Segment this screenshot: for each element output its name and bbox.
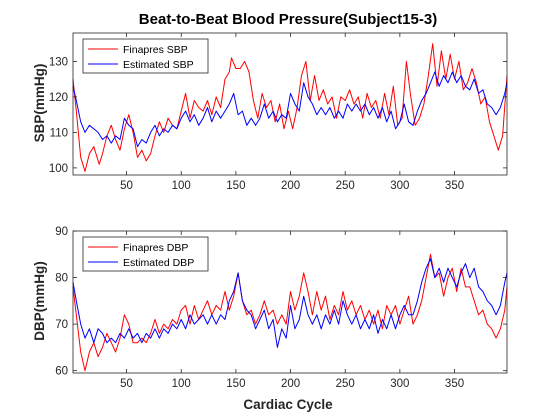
dbp-y-tick-label: 70	[55, 319, 68, 331]
figure-title: Beat-to-Beat Blood Pressure(Subject15-3)	[139, 11, 437, 28]
dbp-x-tick-label: 200	[281, 378, 300, 390]
sbp-legend-box	[82, 38, 209, 74]
sbp-legend: Finapres SBP Estimated SBP	[82, 38, 209, 74]
dbp-panel: 50 100 150 200 250 300 350 60 70 80 90 Finapres DBP…	[55, 226, 508, 390]
sbp-legend-label: Estimated SBP	[123, 59, 194, 71]
sbp-y-tick-label: 120	[49, 92, 68, 104]
x-axis-label: Cardiac Cycle	[243, 397, 333, 412]
sbp-x-tick-label: 100	[172, 180, 191, 192]
dbp-y-tick-label: 80	[55, 273, 68, 285]
sbp-x-tick-label: 50	[120, 180, 133, 192]
dbp-legend-box	[82, 236, 209, 272]
sbp-legend-label: Finapres SBP	[123, 44, 188, 56]
dbp-legend-label: Finapres DBP	[123, 242, 188, 254]
sbp-y-axis-label: SBP(mmHg)	[32, 64, 47, 143]
dbp-y-tick-label: 60	[55, 366, 68, 378]
sbp-y-tick-label: 130	[49, 56, 68, 68]
dbp-x-tick-label: 300	[390, 378, 409, 390]
dbp-x-tick-label: 150	[226, 378, 245, 390]
dbp-x-tick-label: 350	[445, 378, 464, 390]
sbp-series-line-estimated	[72, 71, 508, 148]
dbp-legend: Finapres DBP Estimated DBP	[82, 236, 209, 272]
dbp-x-tick-label: 50	[120, 378, 133, 390]
sbp-axes-box	[72, 32, 508, 176]
sbp-x-tick-label: 300	[390, 180, 409, 192]
sbp-x-tick-label: 350	[445, 180, 464, 192]
sbp-x-tick-label: 250	[336, 180, 355, 192]
dbp-x-tick-label: 100	[172, 378, 191, 390]
dbp-y-tick-label: 90	[55, 226, 68, 238]
dbp-axes-box	[72, 230, 508, 374]
dbp-y-axis-label: DBP(mmHg)	[32, 261, 47, 341]
dbp-legend-label: Estimated DBP	[123, 257, 194, 269]
dbp-series-line-estimated	[72, 258, 508, 348]
sbp-x-tick-label: 150	[226, 180, 245, 192]
sbp-y-tick-label: 100	[49, 163, 68, 175]
dbp-series-line-finapres	[72, 253, 508, 372]
dbp-x-tick-label: 250	[336, 378, 355, 390]
sbp-x-tick-label: 200	[281, 180, 300, 192]
sbp-series-line-finapres	[72, 43, 508, 172]
sbp-y-tick-label: 110	[50, 127, 68, 139]
sbp-panel: 50 100 150 200 250 300 350 100 110 120 130 Finapres…	[49, 32, 508, 192]
